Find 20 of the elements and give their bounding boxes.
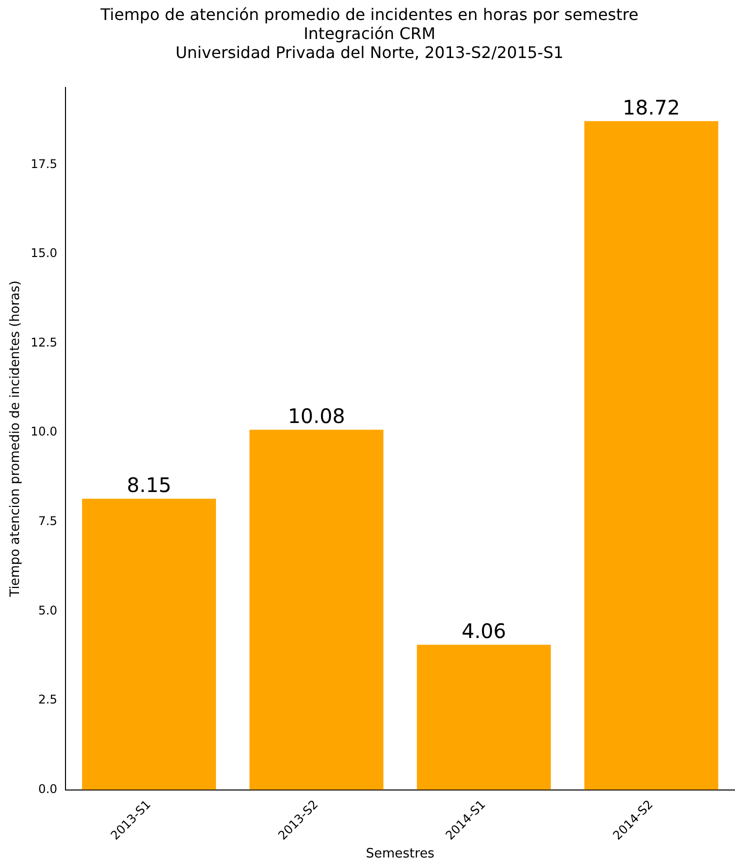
data-label: 8.15 bbox=[126, 472, 172, 497]
y-tick-label: 15.0 bbox=[30, 246, 58, 260]
data-label: 10.08 bbox=[288, 404, 346, 428]
y-tick-label: 12.5 bbox=[30, 335, 58, 350]
bar bbox=[584, 121, 718, 790]
y-tick-label: 0.0 bbox=[38, 782, 58, 796]
y-tick-label: 2.5 bbox=[38, 692, 58, 707]
x-axis-title: Semestres bbox=[366, 846, 435, 862]
bar bbox=[249, 430, 384, 790]
y-tick-label: 17.5 bbox=[30, 156, 58, 171]
data-label: 4.06 bbox=[462, 618, 506, 643]
y-axis-title: Tiempo atencion promedio de incidentes (horas) bbox=[8, 280, 24, 598]
chart-subtitle: Integración CRM Universidad Privada del Norte, 2013-S2/2015-S1 bbox=[175, 24, 564, 62]
y-tick-label: 7.5 bbox=[38, 514, 58, 528]
bar bbox=[416, 644, 551, 790]
bar bbox=[82, 498, 216, 790]
y-tick-label: 5.0 bbox=[38, 603, 58, 618]
y-tick-label: 10.0 bbox=[30, 424, 58, 439]
chart-title: Tiempo de atención promedio de incidentes en horas por semestre bbox=[100, 4, 638, 24]
data-label: 18.72 bbox=[622, 95, 680, 120]
